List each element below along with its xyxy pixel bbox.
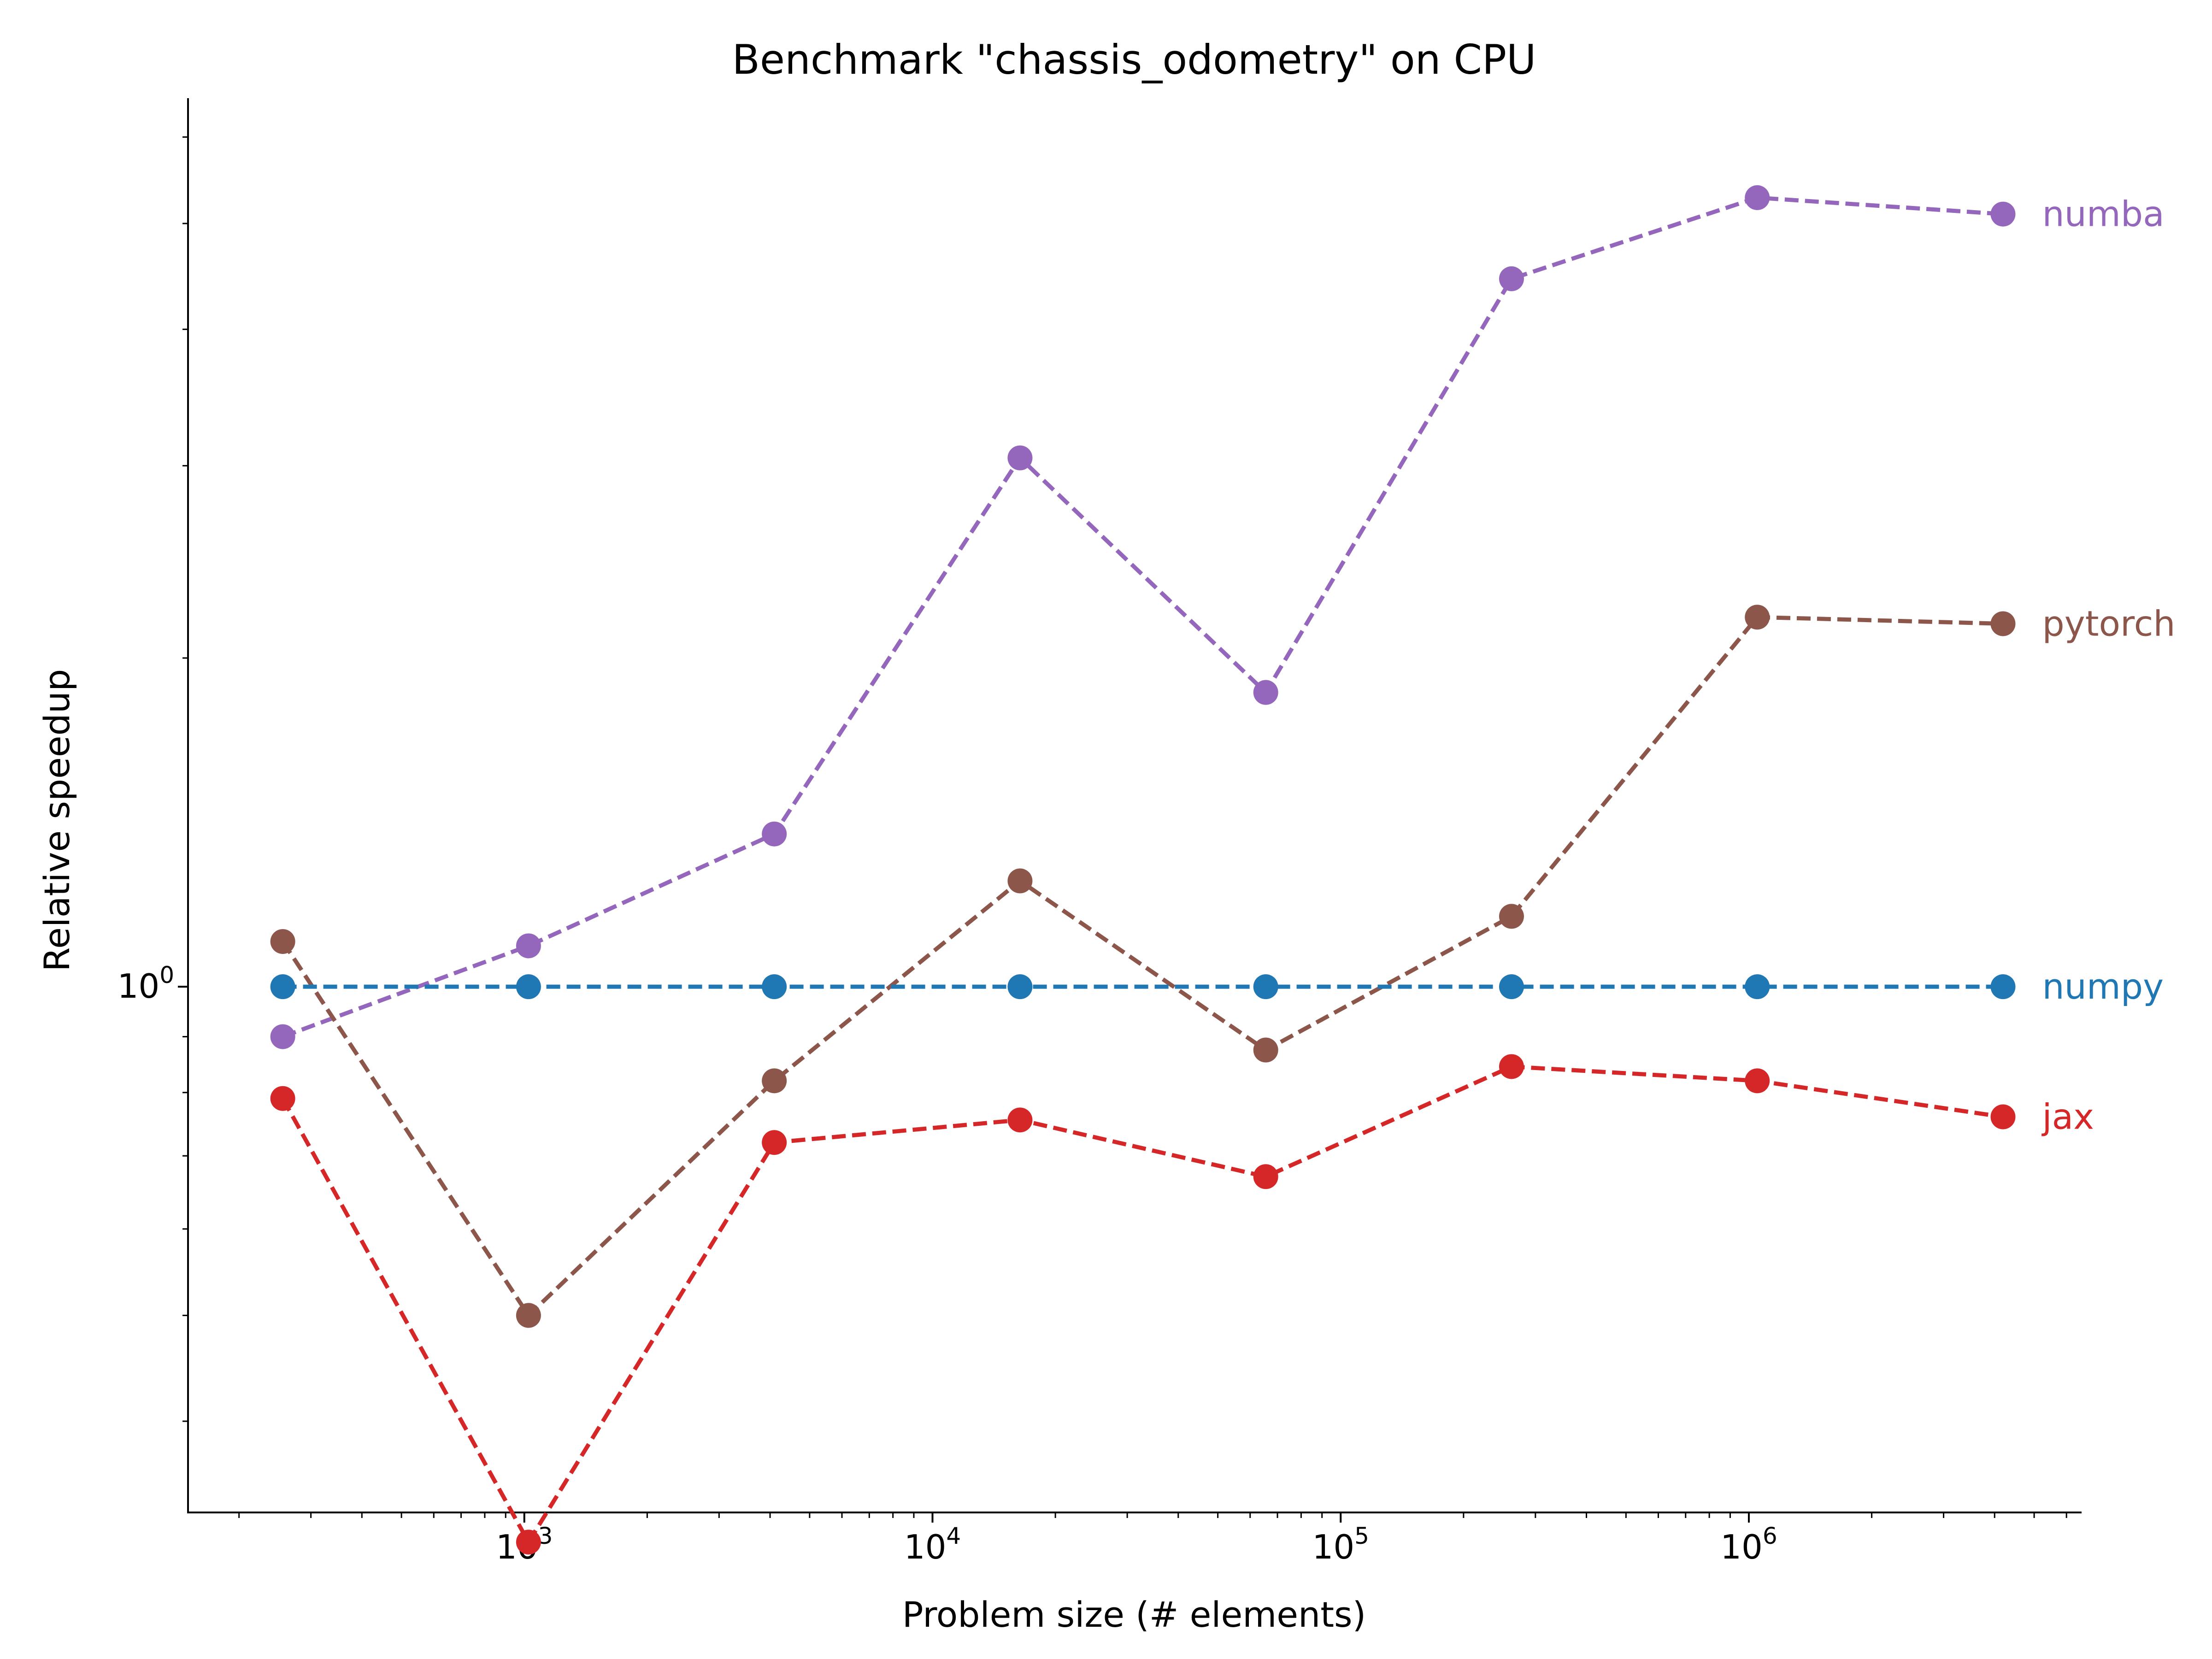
- data-point-numba: [1253, 680, 1278, 705]
- data-point-numpy: [1499, 974, 1524, 1000]
- data-point-jax: [1499, 1054, 1524, 1079]
- data-point-numpy: [1253, 974, 1278, 1000]
- y-axis-label: Relative speedup: [36, 669, 77, 972]
- data-point-jax: [1253, 1164, 1278, 1189]
- y-tick-label: 100: [118, 962, 174, 1006]
- data-point-numpy: [762, 974, 787, 1000]
- x-axis-label: Problem size (# elements): [902, 1594, 1366, 1635]
- series-label-numpy: numpy: [2042, 966, 2164, 1007]
- data-point-numba: [516, 933, 541, 959]
- data-point-numba: [270, 1024, 295, 1049]
- series-line-numba: [282, 195, 2003, 1039]
- data-point-numpy: [270, 974, 295, 1000]
- data-point-numpy: [1990, 974, 2016, 1000]
- series-line-jax: [281, 1064, 2004, 1547]
- data-point-numba: [1745, 185, 1770, 210]
- data-point-pytorch: [1745, 605, 1770, 630]
- chart-title: Benchmark "chassis_odometry" on CPU: [732, 36, 1536, 83]
- data-point-numba: [1990, 201, 2016, 227]
- data-point-pytorch: [1253, 1037, 1278, 1063]
- data-point-pytorch: [270, 929, 295, 954]
- data-point-pytorch: [1990, 611, 2016, 636]
- data-point-pytorch: [516, 1303, 541, 1328]
- x-tick-label: 104: [904, 1523, 961, 1566]
- data-point-pytorch: [1007, 868, 1033, 894]
- series-line-pytorch: [281, 615, 2003, 1319]
- data-point-jax: [1745, 1068, 1770, 1094]
- x-tick-label: 106: [1720, 1523, 1777, 1566]
- data-point-jax: [516, 1530, 541, 1555]
- series-label-jax: jax: [2041, 1096, 2094, 1137]
- x-tick-label: 105: [1312, 1523, 1369, 1566]
- data-point-numpy: [1745, 974, 1770, 1000]
- data-point-pytorch: [762, 1068, 787, 1094]
- data-point-pytorch: [1499, 904, 1524, 929]
- data-point-numpy: [516, 974, 541, 1000]
- data-point-numba: [1499, 266, 1524, 291]
- data-point-numba: [762, 821, 787, 847]
- data-point-numpy: [1007, 974, 1033, 1000]
- series-label-numba: numba: [2042, 194, 2164, 235]
- data-point-numba: [1007, 445, 1033, 471]
- series-label-pytorch: pytorch: [2042, 603, 2175, 644]
- data-point-jax: [762, 1130, 787, 1155]
- data-point-jax: [1990, 1104, 2016, 1130]
- data-point-jax: [1007, 1107, 1033, 1133]
- data-point-jax: [270, 1086, 295, 1111]
